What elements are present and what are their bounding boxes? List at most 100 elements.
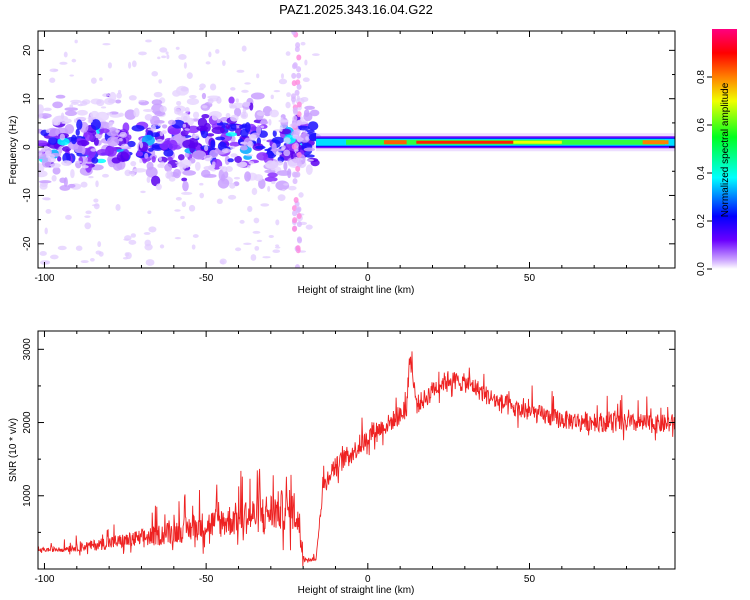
spectrogram-cell — [147, 210, 152, 214]
spectrogram-cell — [168, 176, 176, 182]
spectrogram-cell — [121, 143, 129, 148]
spectrogram-cell — [187, 125, 200, 134]
spectrogram-cell — [306, 158, 314, 162]
spectrogram-cell — [275, 160, 284, 166]
spectrogram-cell — [251, 187, 258, 196]
spectrogram-cell — [282, 188, 286, 192]
spectrogram-cell — [221, 148, 231, 154]
spectrogram-cell — [303, 147, 316, 152]
spectrogram-cell — [182, 170, 196, 176]
spectrogram-cell — [186, 72, 193, 79]
snr-panel: -100 -50 0 50 1000 2000 3000 Height of straig… — [8, 330, 676, 596]
snr-y-tick-label: 1000 — [22, 484, 33, 507]
spectrogram-cell — [74, 39, 78, 44]
spectrogram-cell — [286, 92, 291, 98]
spectrogram-cell — [219, 260, 225, 265]
spectrogram-cell — [253, 217, 260, 224]
spectrogram-cell — [243, 242, 252, 246]
spectrogram-cell — [225, 132, 238, 137]
spectrogram-cell — [262, 138, 266, 142]
spectrogram-cell — [95, 180, 99, 188]
spectrogram-cell — [182, 123, 187, 128]
spectrogram-cell — [199, 83, 206, 89]
spectrogram-cell — [270, 94, 274, 100]
spectrogram-cell — [260, 118, 268, 125]
spectrogram-cell — [205, 61, 211, 65]
spectrogram-cell — [300, 96, 309, 102]
spectrogram-x-tick-label: -50 — [199, 273, 214, 284]
spectrogram-cell — [59, 61, 68, 65]
spectrogram-cell — [302, 130, 308, 133]
spectrogram-cell — [227, 194, 237, 200]
spectrogram-cell — [116, 151, 130, 162]
spectrogram-cell — [179, 163, 187, 171]
spectrogram-cell — [167, 139, 178, 151]
spectrogram-y-ticks: 20 10 0 -10 -20 — [22, 44, 675, 269]
spectrogram-cell — [84, 215, 91, 218]
spectrogram-cell — [271, 142, 277, 154]
spectrogram-cell — [269, 109, 279, 118]
spectrogram-cell — [241, 113, 247, 118]
spectrogram-cell — [207, 98, 214, 104]
spectrogram-cell — [50, 163, 61, 169]
spectrogram-y-tick-label: -20 — [22, 236, 33, 251]
spectrogram-cell — [159, 105, 167, 113]
spectrogram-cell — [39, 251, 47, 256]
spectrogram-cell — [297, 160, 303, 167]
spectrogram-cell — [203, 154, 213, 162]
spectrogram-cell — [165, 51, 169, 55]
spectrogram-cell — [281, 147, 286, 151]
spectrogram-cell — [260, 125, 265, 129]
spectrogram-cell — [292, 122, 298, 129]
spectrogram-cell — [75, 245, 83, 251]
spectrogram-cell — [158, 156, 162, 162]
spectrogram-y-tick-label: -10 — [22, 188, 33, 203]
spectrogram-cell — [199, 192, 205, 199]
spectrogram-cell — [221, 166, 228, 173]
spectrogram-cell — [150, 132, 160, 138]
spectrogram-cell — [216, 118, 221, 124]
spectrogram-cell — [240, 128, 249, 138]
spectrogram-cell — [303, 112, 313, 122]
spectrogram-cell — [59, 133, 66, 141]
spectrogram-cell — [60, 112, 65, 120]
spectrogram-cell — [93, 198, 99, 203]
spectrogram-cell — [216, 122, 229, 126]
spectrogram-cell — [107, 99, 116, 104]
spectrogram-cell — [167, 156, 173, 162]
spectrogram-cell — [175, 196, 182, 201]
snr-x-tick-label: 0 — [365, 574, 371, 585]
spectrogram-cell — [49, 254, 59, 260]
spectrogram-cell — [98, 128, 110, 134]
spectrogram-cell — [142, 108, 154, 112]
spectrogram-cell — [294, 89, 300, 96]
spectrogram-cell — [215, 136, 226, 141]
spectrogram-cell — [63, 177, 68, 188]
spectrogram-cell — [296, 95, 300, 102]
snr-y-tick-label: 3000 — [22, 338, 33, 361]
spectrogram-cell — [291, 143, 297, 150]
spectrogram-cell — [49, 68, 59, 73]
spectrogram-cell — [115, 99, 122, 104]
spectrogram-cell — [132, 168, 147, 173]
spectrogram-cell — [182, 180, 189, 192]
snr-x-tick-label: -100 — [34, 574, 54, 585]
spectrogram-cell — [97, 241, 102, 248]
spectrogram-cell — [229, 182, 236, 189]
spectrogram-cell — [283, 161, 288, 171]
spectrogram-cell — [82, 132, 94, 142]
spectrogram-cell — [71, 58, 77, 63]
colorbar-tick-label: 0.8 — [696, 70, 707, 84]
spectrogram-cell — [166, 54, 170, 60]
spectrogram-cell — [245, 154, 254, 157]
spectrogram-cell — [250, 254, 257, 261]
spectrogram-cell — [241, 45, 247, 52]
colorbar-strip — [712, 29, 737, 269]
spectrogram-cell — [291, 72, 297, 79]
spectrogram-cell — [275, 180, 290, 191]
colorbar-tick-label: 0.4 — [696, 166, 707, 180]
snr-x-tick-label: -50 — [199, 574, 214, 585]
spectrogram-cell — [229, 145, 236, 150]
spectrogram-cell — [130, 160, 137, 167]
spectrogram-cell — [130, 233, 137, 238]
